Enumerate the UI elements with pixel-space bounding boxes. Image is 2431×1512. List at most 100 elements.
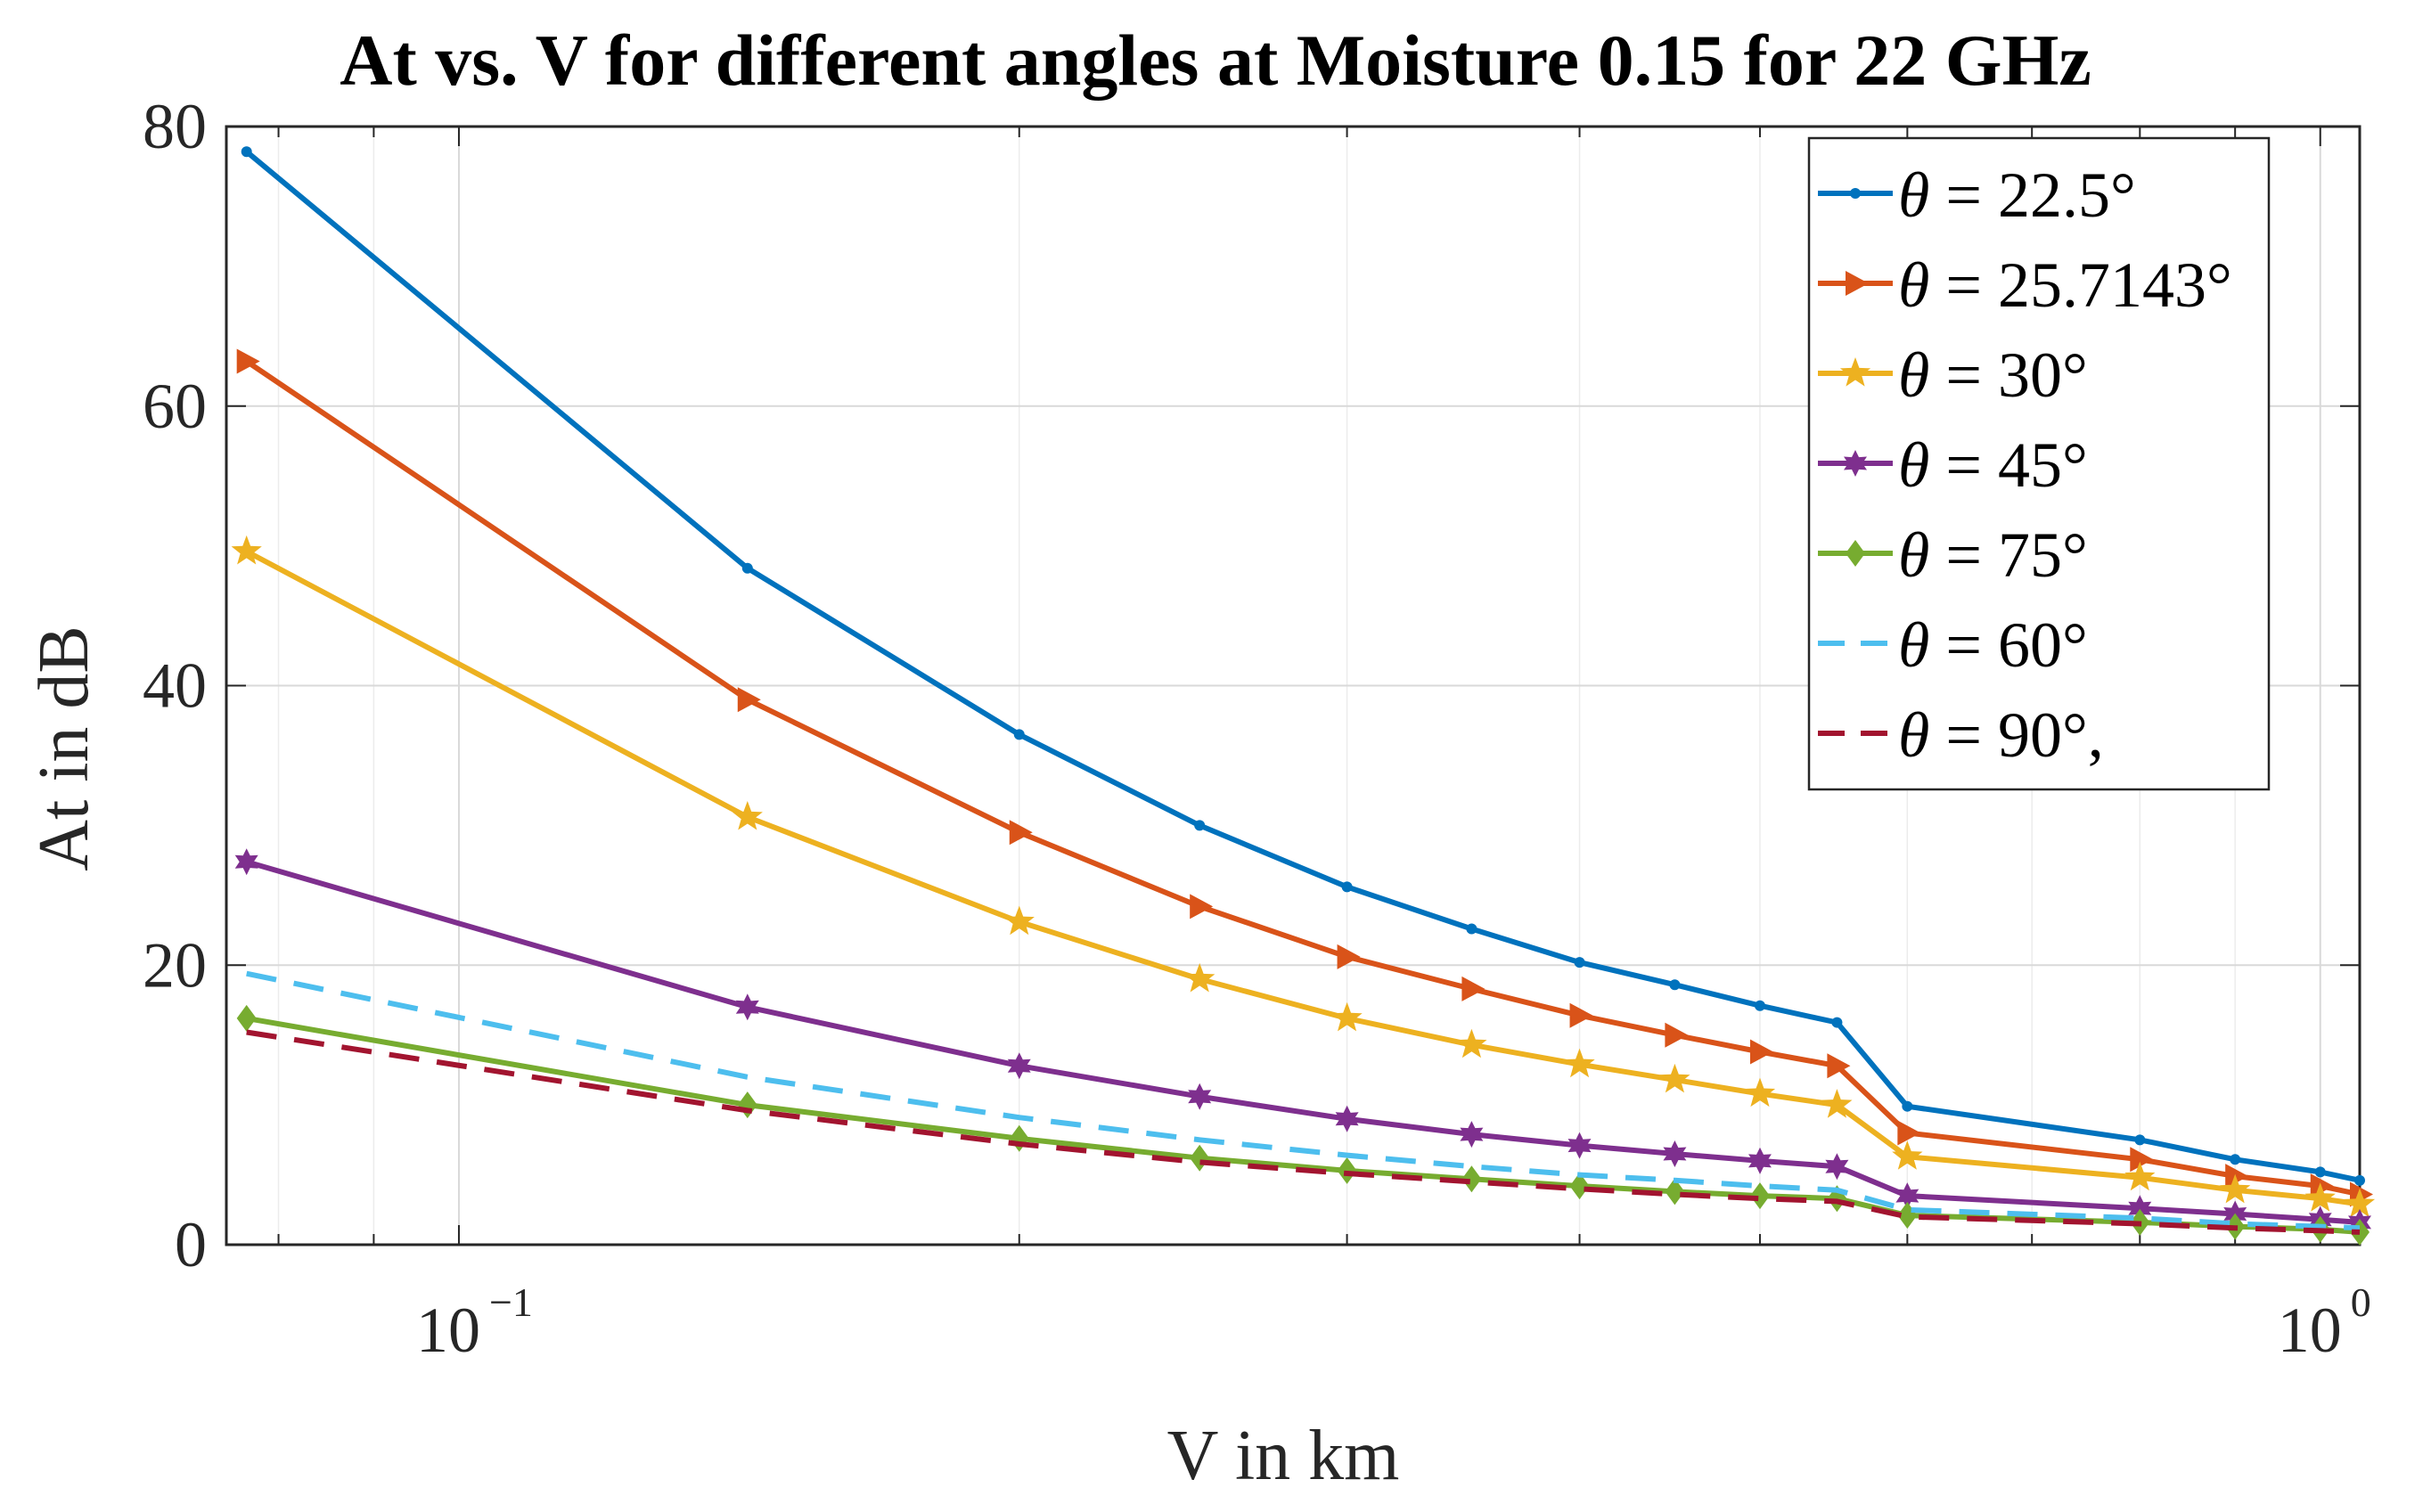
series-line (246, 970, 2361, 1231)
data-point (1821, 1089, 1853, 1118)
legend-item: θ = 75° (1818, 519, 2088, 591)
series-45 (234, 848, 2371, 1236)
data-point (1569, 1002, 1593, 1028)
data-point (1892, 1140, 1923, 1170)
legend-label: θ = 90°, (1898, 699, 2104, 771)
y-tick-label: 0 (175, 1209, 207, 1280)
data-point (2304, 1182, 2336, 1212)
data-point (741, 562, 753, 574)
data-point (1337, 1156, 1357, 1184)
data-point (1013, 729, 1025, 740)
legend-label: θ = 45° (1898, 429, 2088, 501)
legend: θ = 22.5° θ = 25.7143° θ = 30° θ = 45° θ = 7… (1807, 136, 2271, 791)
data-point (2354, 1174, 2365, 1186)
legend-label: θ = 60° (1898, 609, 2088, 681)
legend-label: θ = 22.5° (1898, 159, 2136, 231)
data-point (1341, 881, 1353, 893)
chart-title: At vs. V for different angles at Moistur… (340, 20, 2091, 101)
data-point (737, 1091, 757, 1119)
data-point (2128, 1195, 2152, 1222)
data-point (1190, 1144, 1210, 1172)
legend-label: θ = 25.7143° (1898, 249, 2232, 321)
x-tick-exponent: −1 (489, 1279, 533, 1325)
legend-label: θ = 30° (1898, 339, 2088, 411)
series-60 (246, 970, 2361, 1231)
data-point (737, 687, 761, 713)
data-point (1665, 1178, 1685, 1206)
series-line (246, 1029, 2361, 1235)
data-point (241, 146, 252, 158)
y-axis-label: At in dB (25, 625, 103, 871)
y-tick-label: 60 (143, 371, 207, 442)
data-point (1895, 1182, 1919, 1210)
data-point (1748, 1147, 1772, 1174)
legend-swatch-marker (1846, 540, 1865, 567)
data-point (1897, 1120, 1921, 1146)
y-tick-label: 20 (143, 929, 207, 1001)
data-point (1825, 1153, 1849, 1181)
data-point (1331, 1001, 1363, 1032)
y-tick-label: 40 (143, 650, 207, 722)
data-point (1902, 1100, 1913, 1112)
legend-item: θ = 45° (1818, 429, 2088, 501)
data-point (2225, 1164, 2249, 1189)
data-point (2344, 1188, 2376, 1218)
data-point (1335, 1105, 1359, 1132)
data-point (1466, 923, 1477, 935)
data-point (1831, 1017, 1843, 1028)
data-point (1663, 1140, 1687, 1167)
data-point (1659, 1063, 1690, 1093)
data-point (231, 535, 262, 565)
x-axis-label: V in km (1167, 1417, 1400, 1495)
data-point (2314, 1166, 2326, 1178)
legend-item: θ = 25.7143° (1818, 249, 2232, 321)
legend-swatch-marker (1846, 271, 1869, 296)
series-90 (246, 1029, 2361, 1235)
data-point (1184, 962, 1216, 993)
data-point (1564, 1048, 1595, 1078)
data-point (1003, 905, 1035, 936)
data-point (2220, 1173, 2251, 1204)
data-point (1460, 1121, 1484, 1148)
data-point (2134, 1134, 2146, 1146)
legend-item: θ = 60° (1818, 609, 2088, 681)
data-point (1827, 1053, 1851, 1079)
data-point (1749, 1182, 1770, 1210)
data-point (1669, 979, 1681, 991)
series-layer (231, 146, 2376, 1246)
data-point (236, 348, 260, 374)
data-point (1188, 1083, 1212, 1110)
data-point (1007, 1052, 1031, 1080)
data-point (1456, 1028, 1487, 1058)
legend-item: θ = 30° (1818, 339, 2088, 411)
legend-item: θ = 90°, (1818, 699, 2104, 771)
legend-swatch-marker (1844, 450, 1867, 477)
series-30 (231, 535, 2376, 1218)
data-point (1744, 1077, 1776, 1107)
x-tick-exponent: 0 (2351, 1279, 2371, 1325)
data-point (1009, 1124, 1029, 1152)
data-point (1754, 1000, 1765, 1011)
data-point (1461, 976, 1486, 1001)
data-point (1574, 957, 1585, 968)
legend-label: θ = 75° (1898, 519, 2088, 591)
data-point (2130, 1147, 2154, 1173)
data-point (1190, 894, 1214, 919)
data-point (1569, 1173, 1590, 1200)
data-point (234, 848, 258, 876)
data-point (2230, 1154, 2241, 1165)
data-point (2124, 1161, 2156, 1191)
data-point (2310, 1173, 2334, 1199)
data-point (1337, 944, 1361, 969)
legend-swatch-marker (1850, 188, 1861, 199)
legend-item: θ = 22.5° (1818, 159, 2136, 231)
series-22.5 (241, 146, 2365, 1186)
x-tick-label: 10 (2278, 1295, 2342, 1366)
data-point (732, 801, 763, 830)
data-point (1461, 1165, 1482, 1193)
data-point (1009, 820, 1033, 846)
data-point (1567, 1132, 1592, 1159)
x-tick-label: 10 (416, 1295, 480, 1366)
legend-swatch-marker (1839, 357, 1871, 387)
